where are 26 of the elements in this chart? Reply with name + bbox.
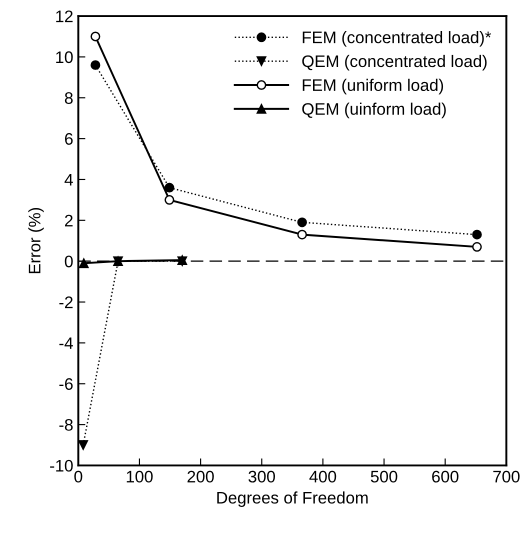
legend-label: QEM (concentrated load) xyxy=(302,54,487,70)
y-tick-label: 10 xyxy=(56,51,73,64)
x-tick-label: 200 xyxy=(188,470,214,483)
y-tick-label: -4 xyxy=(59,337,73,349)
y-axis-title: Error (%) xyxy=(28,208,44,274)
y-tick-label: -2 xyxy=(59,296,73,308)
y-tick-label: 0 xyxy=(64,256,73,268)
y-tick-label: -8 xyxy=(59,418,73,431)
y-tick-label: -6 xyxy=(59,378,73,390)
x-axis-title: Degrees of Freedom xyxy=(217,491,368,507)
legend-label: QEM (uinform load) xyxy=(302,102,446,118)
y-tick-label: 4 xyxy=(64,174,73,186)
x-tick-label: 500 xyxy=(370,470,398,483)
x-tick-label: 600 xyxy=(432,470,458,483)
legend-label: FEM (concentrated load)* xyxy=(302,31,492,47)
y-tick-label: 12 xyxy=(56,10,73,22)
x-tick-label: 0 xyxy=(74,470,82,483)
legend-label: FEM (uniform load) xyxy=(302,78,444,94)
x-tick-label: 300 xyxy=(248,470,275,483)
y-tick-label: 8 xyxy=(64,92,73,104)
x-tick-label: 100 xyxy=(126,470,153,483)
y-tick-label: 2 xyxy=(65,214,73,226)
y-tick-label: -10 xyxy=(50,460,73,472)
x-tick-label: 700 xyxy=(493,470,520,483)
y-tick-label: 6 xyxy=(65,133,73,145)
x-tick-label: 400 xyxy=(309,470,336,483)
